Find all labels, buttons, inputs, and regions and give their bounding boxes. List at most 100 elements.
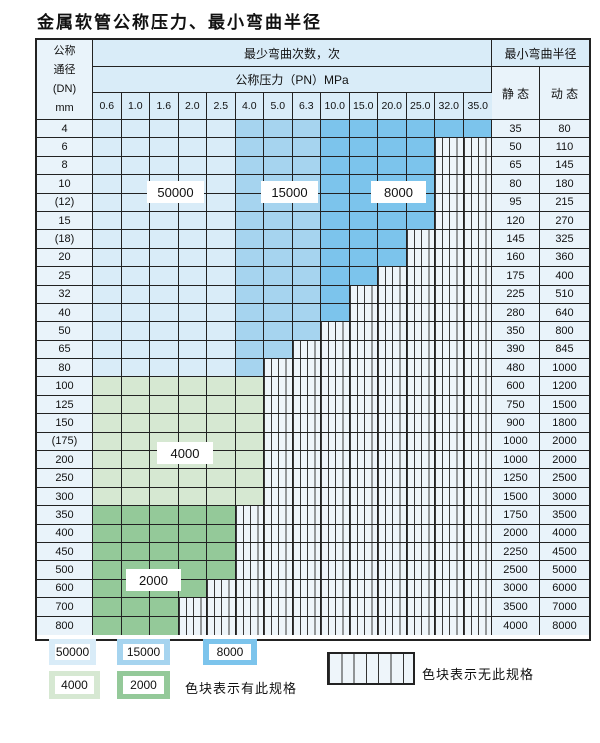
legend-swatch-8000: 8000 [203, 639, 257, 665]
table-row: 15 120 270 [37, 211, 589, 231]
spec-available-cell [207, 377, 236, 396]
spec-unavailable-cell [349, 303, 378, 323]
spec-available-cell [121, 138, 150, 157]
legend-swatch-label: 50000 [55, 644, 90, 660]
spec-available-cell [207, 395, 236, 415]
static-radius-cell: 35 [492, 120, 540, 139]
spec-available-cell [150, 340, 179, 360]
spec-available-cell [93, 542, 122, 562]
dn-cell: 500 [37, 561, 93, 580]
spec-unavailable-cell [321, 432, 350, 452]
table-row: 8 65 145 [37, 156, 589, 176]
bend-times-label-15000: 15000 [261, 181, 318, 203]
dynamic-radius-cell: 400 [540, 267, 589, 286]
spec-unavailable-cell [435, 138, 464, 157]
spec-available-cell [292, 138, 321, 157]
spec-unavailable-cell [463, 230, 492, 249]
spec-available-cell [150, 248, 179, 268]
spec-available-cell [292, 156, 321, 176]
spec-available-cell [178, 469, 207, 488]
dn-header-line: 通径 [53, 64, 76, 77]
table-row: 25 175 400 [37, 267, 589, 286]
spec-available-cell [93, 120, 122, 139]
spec-available-cell [235, 340, 264, 360]
table-row: 150 900 1800 [37, 414, 589, 433]
spec-available-cell [207, 524, 236, 543]
spec-available-cell [178, 230, 207, 249]
dn-cell: 10 [37, 175, 93, 194]
spec-unavailable-cell [321, 395, 350, 415]
spec-available-cell [178, 248, 207, 268]
static-radius-cell: 2250 [492, 542, 540, 562]
spec-available-cell [150, 303, 179, 323]
spec-available-cell [150, 506, 179, 525]
spec-unavailable-cell [264, 579, 293, 599]
spec-available-cell [235, 303, 264, 323]
spec-unavailable-cell [463, 598, 492, 617]
spec-unavailable-cell [463, 524, 492, 543]
spec-unavailable-cell [321, 377, 350, 396]
min-bend-radius-header: 最小弯曲半径 [492, 40, 589, 67]
dn-cell: 350 [37, 506, 93, 525]
spec-unavailable-cell [463, 451, 492, 470]
spec-unavailable-cell [406, 542, 435, 562]
spec-unavailable-cell [264, 524, 293, 543]
spec-available-cell [207, 469, 236, 488]
spec-available-cell [121, 598, 150, 617]
spec-unavailable-cell [378, 469, 407, 488]
spec-available-cell [178, 267, 207, 286]
dn-cell: 700 [37, 598, 93, 617]
dn-cell: 800 [37, 616, 93, 635]
spec-unavailable-cell [406, 322, 435, 341]
legend-hatch-swatch [327, 652, 415, 685]
spec-unavailable-cell [463, 267, 492, 286]
spec-unavailable-cell [463, 561, 492, 580]
spec-available-cell [207, 120, 236, 139]
nominal-pressure-header: 公称压力（PN）MPa [93, 67, 492, 93]
spec-unavailable-cell [463, 303, 492, 323]
spec-available-cell [349, 248, 378, 268]
static-radius-cell: 750 [492, 395, 540, 415]
spec-available-cell [406, 156, 435, 176]
spec-unavailable-cell [321, 340, 350, 360]
dn-cell: 125 [37, 395, 93, 415]
bend-times-label-4000: 4000 [157, 442, 213, 464]
spec-available-cell [264, 230, 293, 249]
spec-unavailable-cell [378, 616, 407, 635]
spec-available-cell [235, 359, 264, 378]
spec-available-cell [235, 248, 264, 268]
spec-available-cell [235, 487, 264, 507]
spec-unavailable-cell [435, 248, 464, 268]
spec-available-cell [207, 432, 236, 452]
spec-unavailable-cell [378, 377, 407, 396]
spec-unavailable-cell [435, 542, 464, 562]
spec-unavailable-cell [321, 579, 350, 599]
spec-unavailable-cell [264, 414, 293, 433]
spec-available-cell [150, 285, 179, 304]
table-row: 400 2000 4000 [37, 524, 589, 543]
dn-cell: 200 [37, 451, 93, 470]
spec-unavailable-cell [435, 285, 464, 304]
spec-available-cell [378, 156, 407, 176]
spec-available-cell [93, 285, 122, 304]
spec-available-cell [93, 579, 122, 599]
spec-available-cell [406, 138, 435, 157]
spec-unavailable-cell [378, 451, 407, 470]
static-column-header: 静 态 [492, 67, 540, 120]
spec-available-cell [93, 156, 122, 176]
spec-unavailable-cell [264, 359, 293, 378]
spec-available-cell [292, 303, 321, 323]
static-radius-cell: 4000 [492, 616, 540, 635]
spec-unavailable-cell [235, 542, 264, 562]
spec-available-cell [150, 156, 179, 176]
spec-unavailable-cell [292, 598, 321, 617]
spec-unavailable-cell [435, 267, 464, 286]
spec-unavailable-cell [378, 598, 407, 617]
spec-available-cell [207, 322, 236, 341]
spec-unavailable-cell [349, 561, 378, 580]
spec-available-cell [349, 211, 378, 231]
spec-available-cell [121, 175, 150, 194]
spec-unavailable-cell [378, 267, 407, 286]
legend-swatch-15000: 15000 [117, 639, 170, 665]
spec-unavailable-cell [435, 211, 464, 231]
